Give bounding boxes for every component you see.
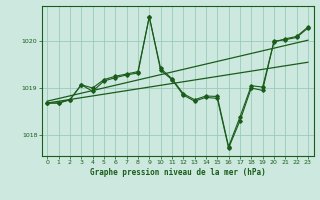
X-axis label: Graphe pression niveau de la mer (hPa): Graphe pression niveau de la mer (hPa) [90, 168, 266, 177]
